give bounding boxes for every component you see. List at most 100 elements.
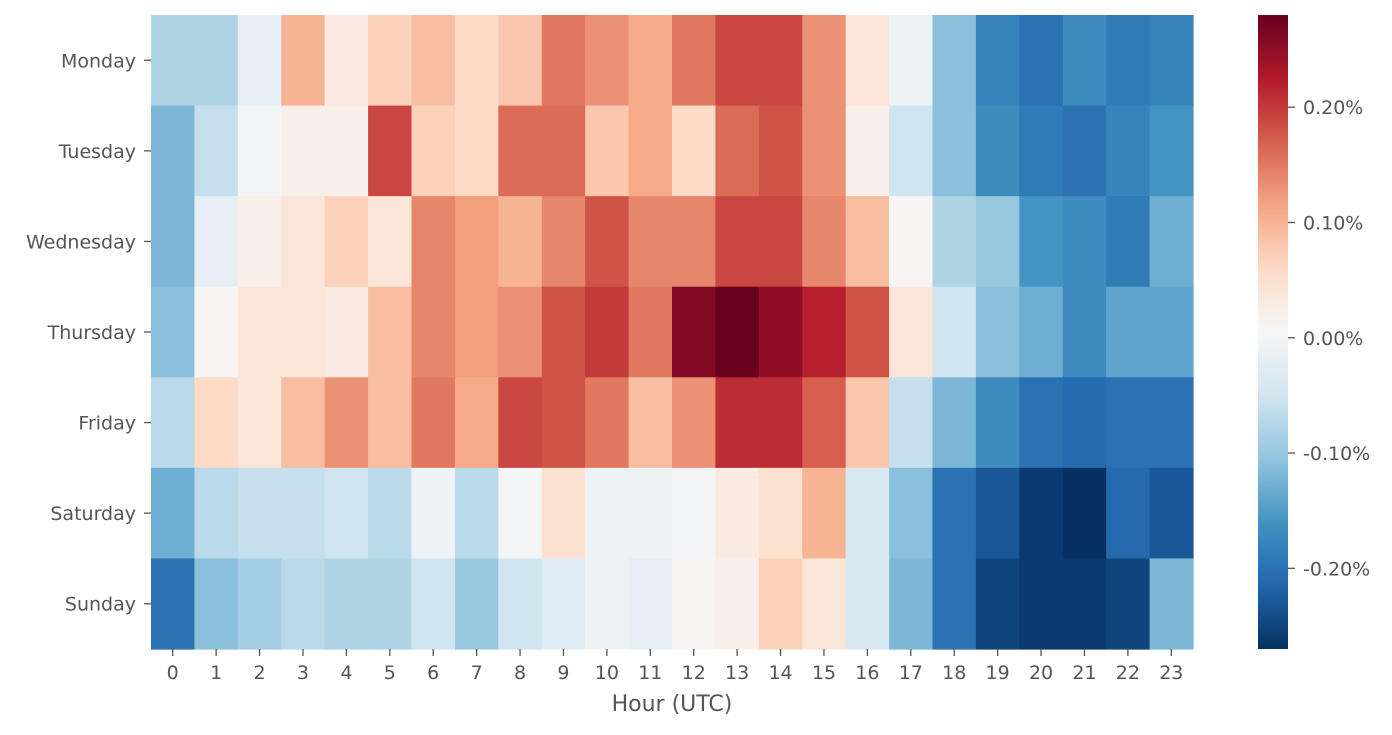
heatmap-cell (932, 196, 977, 288)
heatmap-cell (1106, 15, 1151, 107)
y-tick-label: Tuesday (58, 141, 136, 163)
heatmap-cell (1062, 15, 1107, 107)
heatmap-cell (541, 377, 586, 469)
heatmap-cell (324, 105, 369, 197)
heatmap-cell (324, 467, 369, 560)
heatmap-cell (368, 467, 413, 560)
heatmap-cell (151, 286, 196, 378)
heatmap-cell (585, 105, 630, 197)
heatmap-cell (194, 196, 239, 288)
heatmap-cell (541, 558, 586, 650)
heatmap-cell (585, 286, 630, 378)
heatmap-cell (498, 105, 543, 197)
heatmap-cell (1149, 467, 1194, 560)
heatmap-cell (628, 105, 673, 197)
heatmap-cell (281, 286, 326, 378)
heatmap-cell (758, 467, 803, 560)
heatmap-cell (237, 15, 282, 107)
heatmap-cell (1106, 105, 1151, 197)
heatmap-cell (324, 196, 369, 288)
x-tick-label: 2 (253, 662, 265, 684)
x-tick-label: 10 (595, 662, 619, 684)
heatmap-cell (932, 286, 977, 378)
heatmap-cell (1019, 467, 1064, 560)
heatmap-cell (151, 558, 196, 650)
heatmap-cell (758, 196, 803, 288)
x-axis-label: Hour (UTC) (612, 692, 733, 717)
heatmap-cell (758, 558, 803, 650)
heatmap-cell (324, 15, 369, 107)
x-tick-label: 7 (471, 662, 483, 684)
heatmap-cell (1106, 467, 1151, 560)
heatmap-cell (281, 467, 326, 560)
x-tick-label: 0 (167, 662, 179, 684)
heatmap-cell (845, 15, 890, 107)
heatmap-cell (1149, 196, 1194, 288)
heatmap-cell (1062, 286, 1107, 378)
heatmap-cell (324, 286, 369, 378)
heatmap-cell (845, 196, 890, 288)
heatmap-cell (932, 15, 977, 107)
x-tick-label: 15 (812, 662, 836, 684)
x-tick-label: 14 (768, 662, 792, 684)
heatmap-cell (672, 105, 717, 197)
x-tick-label: 17 (899, 662, 923, 684)
heatmap-cell (237, 558, 282, 650)
heatmap-cell (237, 196, 282, 288)
heatmap-cell (585, 377, 630, 469)
heatmap-cell (889, 467, 934, 560)
heatmap-cell (1149, 558, 1194, 650)
x-tick-label: 12 (682, 662, 706, 684)
heatmap-cell (715, 105, 760, 197)
heatmap-cell (1019, 196, 1064, 288)
heatmap-cell (715, 377, 760, 469)
x-tick-label: 19 (986, 662, 1010, 684)
heatmap-cell (975, 15, 1020, 107)
y-axis: Monday Tuesday Wednesday Thursday Friday Satu… (26, 50, 151, 616)
heatmap-cell (498, 377, 543, 469)
heatmap-cell (672, 286, 717, 378)
heatmap-cell (454, 286, 499, 378)
heatmap-cell (802, 286, 847, 378)
heatmap-cell (889, 558, 934, 650)
heatmap-cell (672, 15, 717, 107)
heatmap-cell (454, 467, 499, 560)
heatmap-cell (802, 377, 847, 469)
colorbar-tick-label: 0.00% (1303, 328, 1363, 350)
heatmap-cell (498, 196, 543, 288)
heatmap-cell (151, 105, 196, 197)
heatmap-cell (845, 467, 890, 560)
heatmap-cell (585, 467, 630, 560)
heatmap-cell (194, 15, 239, 107)
colorbar-tick-label: -0.20% (1303, 558, 1370, 580)
heatmap-cell (194, 558, 239, 650)
heatmap-cell (368, 377, 413, 469)
heatmap-cell (1149, 15, 1194, 107)
heatmap-cell (628, 15, 673, 107)
heatmap-cell (1106, 377, 1151, 469)
heatmap-cell (758, 286, 803, 378)
heatmap-cell (715, 196, 760, 288)
heatmap-cell (672, 196, 717, 288)
heatmap-cell (802, 15, 847, 107)
heatmap-cell (889, 196, 934, 288)
heatmap-cell (585, 196, 630, 288)
heatmap-cell (1106, 286, 1151, 378)
heatmap-cell (1106, 558, 1151, 650)
heatmap-cell (975, 286, 1020, 378)
heatmap-cell (411, 377, 456, 469)
x-tick-label: 21 (1072, 662, 1096, 684)
colorbar-tick-label: -0.10% (1303, 443, 1370, 465)
heatmap-cell (411, 286, 456, 378)
heatmap-cell (541, 196, 586, 288)
heatmap-cell (324, 558, 369, 650)
x-tick-label: 1 (210, 662, 222, 684)
colorbar-tick-label: 0.20% (1303, 97, 1363, 119)
heatmap-cell (1062, 196, 1107, 288)
heatmap-cell (151, 377, 196, 469)
heatmap-cell (151, 15, 196, 107)
heatmap-cell (281, 105, 326, 197)
x-tick-label: 23 (1159, 662, 1183, 684)
x-tick-label: 4 (340, 662, 352, 684)
colorbar: 0.20% 0.10% 0.00% -0.10% -0.20% (1258, 15, 1370, 649)
